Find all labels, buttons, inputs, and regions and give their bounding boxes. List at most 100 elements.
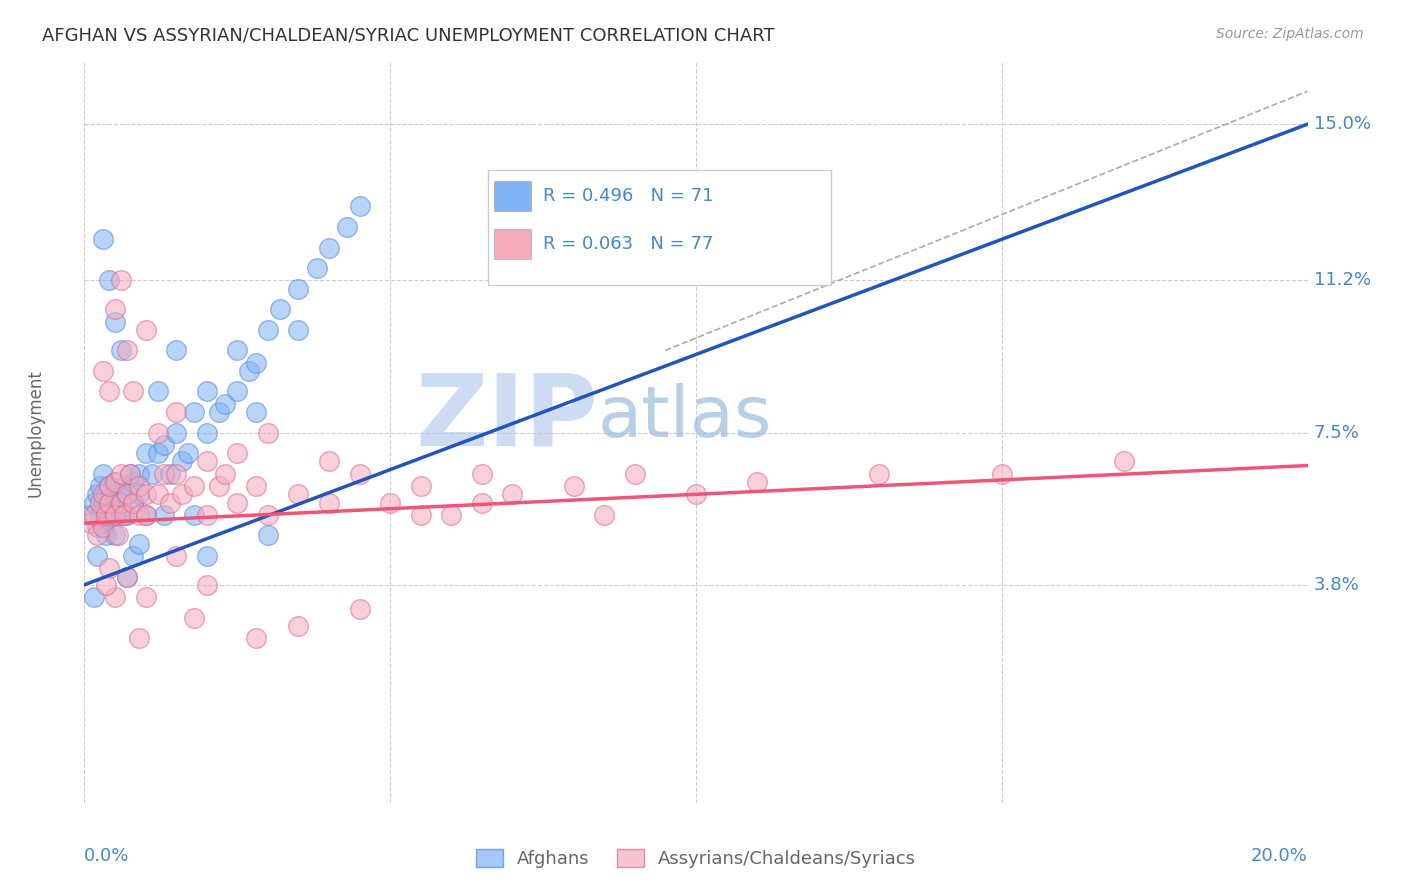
Point: [86, 520, 108, 534]
Point: [115, 569, 138, 583]
Point: [115, 343, 138, 358]
Text: Unemployment: Unemployment: [27, 368, 45, 497]
Point: [165, 425, 187, 440]
Point: [183, 479, 205, 493]
Point: [318, 495, 340, 509]
Text: 20.0%: 20.0%: [1251, 847, 1308, 865]
Text: 3.8%: 3.8%: [1313, 576, 1360, 594]
Point: [104, 590, 127, 604]
Point: [135, 508, 157, 522]
Point: [110, 467, 132, 481]
Point: [120, 467, 142, 481]
Point: [91, 364, 114, 378]
Point: [685, 487, 707, 501]
Text: 0.0%: 0.0%: [84, 847, 129, 865]
Point: [86, 549, 108, 563]
Point: [318, 454, 340, 468]
Point: [195, 384, 218, 399]
Point: [349, 199, 371, 213]
Point: [91, 520, 114, 534]
Point: [89, 495, 111, 509]
Point: [226, 343, 249, 358]
Point: [135, 323, 157, 337]
Point: [97, 384, 120, 399]
Point: [146, 446, 169, 460]
Point: [336, 219, 359, 234]
Point: [177, 446, 200, 460]
Point: [238, 364, 260, 378]
Point: [97, 508, 120, 522]
Point: [208, 405, 231, 419]
Point: [214, 397, 236, 411]
Point: [141, 467, 163, 481]
Point: [305, 261, 328, 276]
Point: [135, 590, 157, 604]
Point: [153, 438, 176, 452]
Point: [110, 273, 132, 287]
Text: 11.2%: 11.2%: [1313, 271, 1371, 289]
Point: [104, 528, 127, 542]
Point: [146, 487, 169, 501]
Point: [94, 508, 117, 522]
Point: [245, 356, 267, 370]
Point: [257, 425, 280, 440]
Point: [112, 508, 135, 522]
Point: [287, 282, 309, 296]
Point: [208, 479, 231, 493]
Point: [91, 516, 114, 530]
Point: [172, 487, 194, 501]
Point: [502, 487, 524, 501]
Text: 15.0%: 15.0%: [1313, 115, 1371, 133]
Point: [122, 475, 145, 489]
Text: ZIP: ZIP: [415, 369, 598, 467]
Point: [183, 611, 205, 625]
Point: [94, 528, 117, 542]
Point: [349, 467, 371, 481]
Point: [245, 632, 267, 646]
Point: [128, 487, 150, 501]
Point: [107, 495, 129, 509]
Point: [153, 467, 176, 481]
Point: [471, 495, 494, 509]
Point: [128, 536, 150, 550]
Point: [91, 232, 114, 246]
Point: [115, 569, 138, 583]
Point: [115, 487, 138, 501]
Point: [97, 561, 120, 575]
Point: [624, 467, 647, 481]
Point: [94, 578, 117, 592]
Point: [440, 508, 463, 522]
Point: [245, 405, 267, 419]
Point: [128, 632, 150, 646]
Point: [1114, 454, 1136, 468]
Point: [409, 508, 432, 522]
Point: [159, 495, 181, 509]
Point: [110, 495, 132, 509]
Point: [97, 479, 120, 493]
Point: [101, 487, 124, 501]
Point: [110, 343, 132, 358]
Point: [115, 508, 138, 522]
Point: [91, 495, 114, 509]
Point: [183, 405, 205, 419]
Point: [107, 528, 129, 542]
Point: [122, 384, 145, 399]
Point: [128, 467, 150, 481]
Point: [97, 495, 120, 509]
Point: [165, 549, 187, 563]
Point: [183, 508, 205, 522]
Point: [79, 516, 101, 530]
Point: [135, 487, 157, 501]
Point: [104, 302, 127, 317]
Point: [128, 479, 150, 493]
Point: [153, 508, 176, 522]
Point: [747, 475, 769, 489]
Text: R = 0.496   N = 71: R = 0.496 N = 71: [543, 186, 714, 204]
Point: [869, 467, 891, 481]
Point: [122, 495, 145, 509]
Point: [165, 467, 187, 481]
Point: [104, 508, 127, 522]
Point: [226, 384, 249, 399]
Point: [269, 302, 291, 317]
FancyBboxPatch shape: [488, 169, 831, 285]
